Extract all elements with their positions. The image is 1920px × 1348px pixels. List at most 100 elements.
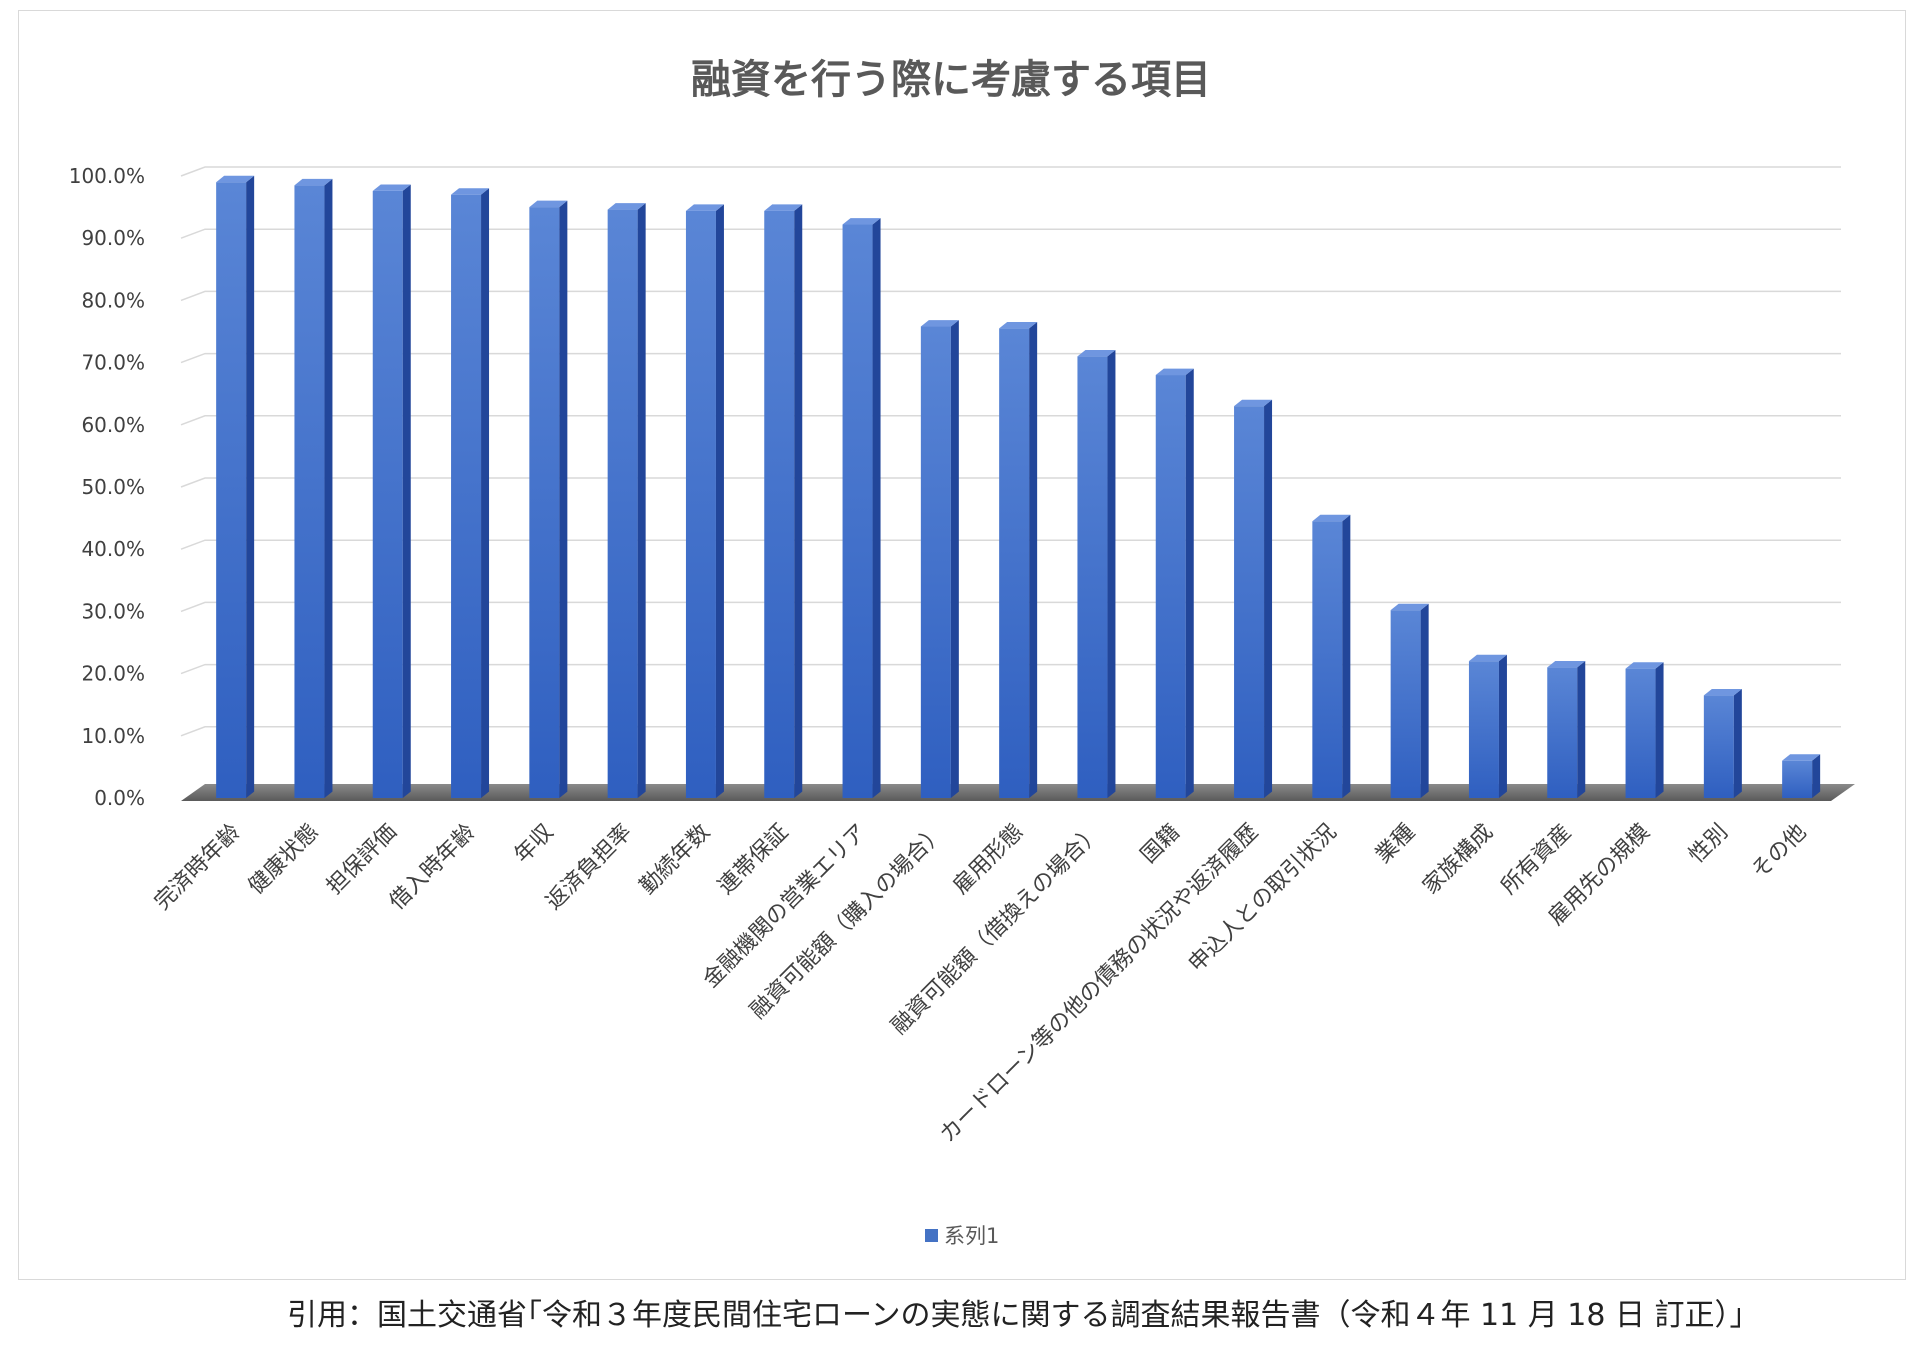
bar-front xyxy=(1234,406,1265,798)
bar xyxy=(451,188,490,798)
bar-top xyxy=(1703,688,1742,696)
bar-top xyxy=(764,204,803,211)
bar-side xyxy=(1577,660,1586,798)
bar-top xyxy=(529,200,568,208)
bar-side xyxy=(950,320,959,798)
bar-top xyxy=(685,204,724,211)
bar-top xyxy=(1547,660,1586,668)
gridline xyxy=(180,726,1841,737)
bar-side xyxy=(1812,754,1821,798)
bar-front xyxy=(1625,668,1656,798)
bar-side xyxy=(1264,399,1273,798)
bar-top xyxy=(920,320,959,327)
citation-text: 引用：国土交通省｢令和３年度民間住宅ローンの実態に関する調査結果報告書（令和４年… xyxy=(287,1298,1760,1333)
bar-front xyxy=(451,194,482,798)
bar-side xyxy=(402,184,411,798)
gridlines xyxy=(180,166,1841,737)
bar-top xyxy=(1155,368,1194,376)
bar-side xyxy=(1107,349,1116,798)
x-tick-label: 所有資産 xyxy=(1497,820,1577,900)
y-tick-label: 30.0% xyxy=(81,599,145,623)
bar-front xyxy=(1468,661,1499,798)
gridline xyxy=(180,290,1841,302)
y-tick-label: 40.0% xyxy=(81,537,145,561)
bar-front xyxy=(529,207,560,799)
bar-side xyxy=(481,188,490,798)
y-axis-ticks: 0.0% 10.0% 20.0% 30.0% 40.0% 50.0% 60.0% 70.0% 8… xyxy=(69,164,145,810)
y-tick-label: 60.0% xyxy=(81,413,145,437)
bar-top xyxy=(607,203,646,210)
bar-side xyxy=(1342,514,1351,798)
bar-top xyxy=(216,175,255,183)
bar xyxy=(372,184,411,799)
gridline xyxy=(180,166,1841,177)
bar-top xyxy=(1312,514,1351,522)
bar xyxy=(1390,603,1429,798)
y-tick-label: 50.0% xyxy=(81,475,145,499)
bar xyxy=(764,204,803,798)
y-tick-label: 80.0% xyxy=(81,288,145,312)
bar-top xyxy=(999,321,1038,329)
bar xyxy=(1468,654,1507,798)
bar xyxy=(999,321,1038,798)
bar-side xyxy=(324,178,333,798)
bar xyxy=(216,175,255,799)
gridline xyxy=(180,601,1841,613)
y-tick-label: 20.0% xyxy=(81,662,145,686)
bar-side xyxy=(1733,688,1742,798)
x-tick-label: 返済負担率 xyxy=(541,820,636,915)
bar-top xyxy=(842,218,881,225)
bar-top xyxy=(1234,399,1273,407)
gridline xyxy=(180,228,1841,239)
gridline xyxy=(180,477,1841,488)
bar xyxy=(1703,688,1742,798)
bar-side xyxy=(637,203,646,798)
bar-side xyxy=(1420,603,1429,798)
bar xyxy=(920,320,959,798)
legend-label: 系列1 xyxy=(944,1224,999,1248)
bar xyxy=(1077,349,1116,798)
bar-top xyxy=(451,188,490,195)
bar-front xyxy=(685,210,716,798)
x-tick-label: 完済時年齢 xyxy=(150,820,245,915)
gridline xyxy=(180,663,1841,675)
bar-side xyxy=(246,175,255,798)
bar xyxy=(1625,662,1664,798)
x-tick-label: 健康状態 xyxy=(244,820,324,900)
bar-front xyxy=(1390,610,1421,798)
y-tick-label: 0.0% xyxy=(94,786,145,810)
bar xyxy=(842,218,881,799)
gridline xyxy=(180,539,1841,550)
bar-front xyxy=(216,182,247,799)
bar-side xyxy=(872,218,881,799)
bar-side xyxy=(1655,662,1664,798)
legend: 系列1 xyxy=(925,1224,999,1248)
x-tick-label: 勤続年数 xyxy=(635,820,715,900)
bar-top xyxy=(372,184,411,191)
gridline xyxy=(180,352,1841,364)
x-tick-label: 連帯保証 xyxy=(714,820,794,900)
bar-side xyxy=(1185,368,1194,798)
gridline xyxy=(180,415,1841,426)
x-tick-label: 性別 xyxy=(1684,820,1733,869)
bar xyxy=(1312,514,1351,798)
bar xyxy=(529,200,568,799)
bar-top xyxy=(1077,349,1116,357)
x-tick-label: 借入時年齢 xyxy=(385,820,480,915)
x-tick-label: 年収 xyxy=(510,820,559,869)
bar-front xyxy=(1077,356,1108,798)
x-tick-label: 雇用形態 xyxy=(948,820,1028,900)
bar-top xyxy=(1468,654,1507,662)
bar-front xyxy=(1703,695,1734,798)
bar-side xyxy=(559,200,568,798)
bar-front xyxy=(372,190,403,799)
bar-front xyxy=(1782,760,1813,798)
y-tick-label: 70.0% xyxy=(81,351,145,375)
y-tick-label: 100.0% xyxy=(69,164,145,188)
bar xyxy=(294,178,333,798)
bar xyxy=(607,203,646,798)
bar-front xyxy=(1155,375,1186,798)
bar-front xyxy=(294,185,325,798)
bar-chart: 融資を行う際に考慮する項目 0.0% 10.0% 20.0% 30.0% 40.0% 50… xyxy=(69,57,1855,1248)
